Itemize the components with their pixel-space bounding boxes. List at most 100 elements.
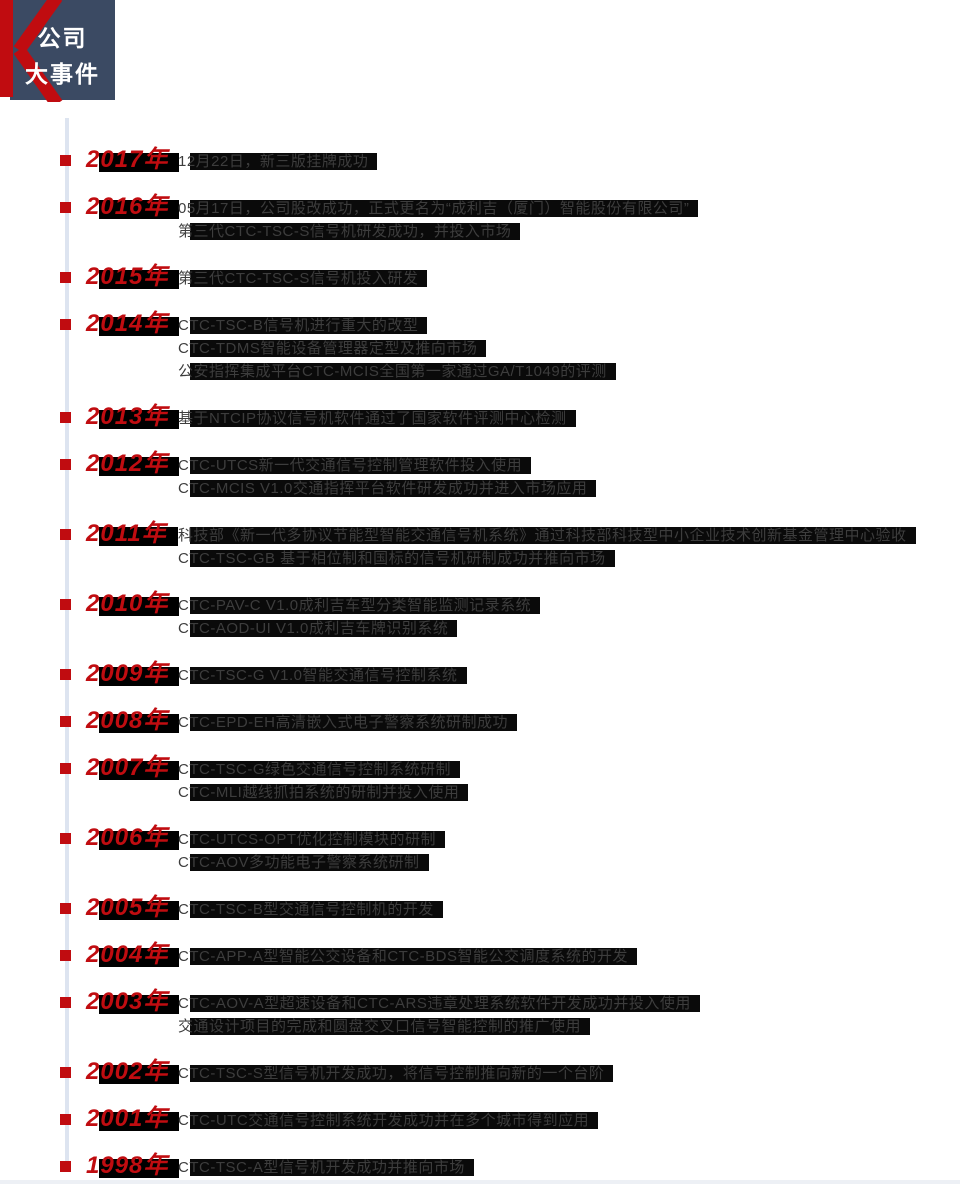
timeline-events: CTC-APP-A型智能公交设备和CTC-BDS智能公交调度系统的开发 (178, 943, 638, 968)
timeline-year-label: 2014年 (86, 310, 180, 337)
timeline-marker-icon (60, 272, 71, 283)
timeline-year: 2012年 (86, 450, 180, 477)
timeline-entry: 2012年 CTC-UTCS新一代交通信号控制管理软件投入使用 CTC-MCIS … (0, 452, 960, 500)
timeline-year: 2017年 (86, 146, 180, 173)
timeline-year: 2011年 (86, 522, 178, 546)
timeline-events: 科技部《新一代多协议节能型智能交通信号机系统》通过科技部科技型中小企业技术创新基… (178, 522, 916, 570)
timeline-entry: 2008年 CTC-EPD-EH高清嵌入式电子警察系统研制成功 (0, 709, 960, 734)
timeline-entry: 2017年 12月22日，新三版挂牌成功 (0, 148, 960, 173)
timeline-events: 第三代CTC-TSC-S信号机投入研发 (178, 265, 428, 290)
logo-background (10, 0, 115, 100)
timeline-events: CTC-TSC-A型信号机开发成功并推向市场 (178, 1154, 474, 1179)
timeline-event-text: 12月22日，新三版挂牌成功 (178, 150, 378, 173)
timeline-entry: 2005年 CTC-TSC-B型交通信号控制机的开发 (0, 896, 960, 921)
timeline-event-text: CTC-EPD-EH高清嵌入式电子警察系统研制成功 (178, 711, 517, 734)
timeline-event-text: CTC-TSC-B信号机进行重大的改型 (178, 314, 428, 337)
timeline-year: 2006年 (86, 824, 180, 851)
timeline-entry: 2009年 CTC-TSC-G V1.0智能交通信号控制系统 (0, 662, 960, 687)
timeline-year: 1998年 (86, 1154, 180, 1178)
timeline-events: CTC-TSC-B型交通信号控制机的开发 (178, 896, 443, 921)
timeline-year: 2015年 (86, 265, 180, 289)
timeline-event-text: CTC-TSC-B型交通信号控制机的开发 (178, 898, 443, 921)
timeline-entry: 1998年 CTC-TSC-A型信号机开发成功并推向市场 (0, 1154, 960, 1179)
timeline-year-label: 2017年 (86, 146, 180, 173)
timeline-year-label: 2016年 (86, 193, 180, 220)
k-shape-icon (0, 0, 63, 102)
timeline-year: 2016年 (86, 193, 180, 220)
timeline-event-text: CTC-AOD-UI V1.0成利吉车牌识别系统 (178, 617, 458, 640)
timeline-marker-icon (60, 599, 71, 610)
timeline-event-text: CTC-TSC-S型信号机开发成功，将信号控制推向新的一个台阶 (178, 1062, 614, 1085)
timeline-year-label: 2001年 (86, 1105, 180, 1132)
timeline-event-text: CTC-AOV-A型超速设备和CTC-ARS违章处理系统软件开发成功并投入使用 (178, 992, 700, 1015)
timeline-year-label: 2006年 (86, 824, 180, 851)
timeline-entry: 2013年 基于NTCIP协议信号机软件通过了国家软件评测中心检测 (0, 405, 960, 430)
timeline-marker-icon (60, 529, 71, 540)
timeline-year: 2004年 (86, 941, 180, 968)
timeline-marker-icon (60, 459, 71, 470)
timeline-event-text: 第三代CTC-TSC-S信号机研发成功，并投入市场 (178, 220, 521, 243)
timeline-year: 2009年 (86, 660, 180, 687)
timeline-entry: 2003年 CTC-AOV-A型超速设备和CTC-ARS违章处理系统软件开发成功… (0, 990, 960, 1038)
timeline-marker-icon (60, 669, 71, 680)
logo-title-line2: 大事件 (25, 61, 100, 87)
timeline-event-text: 第三代CTC-TSC-S信号机投入研发 (178, 267, 428, 290)
timeline-event-text: 科技部《新一代多协议节能型智能交通信号机系统》通过科技部科技型中小企业技术创新基… (178, 524, 916, 547)
timeline-entry: 2006年 CTC-UTCS-OPT优化控制模块的研制 CTC-AOV多功能电子警… (0, 826, 960, 874)
timeline-entry: 2016年 05月17日，公司股改成功，正式更名为“成利吉（厦门）智能股份有限公… (0, 195, 960, 243)
timeline-marker-icon (60, 412, 71, 423)
logo-title: 公司 大事件 (10, 20, 115, 92)
timeline-event-text: CTC-PAV-C V1.0成利吉车型分类智能监测记录系统 (178, 594, 541, 617)
timeline-year: 2005年 (86, 896, 180, 920)
timeline-year: 2003年 (86, 988, 180, 1015)
timeline-event-text: CTC-TSC-GB 基于相位制和国标的信号机研制成功并推向市场 (178, 547, 615, 570)
timeline-entry: 2001年 CTC-UTC交通信号控制系统开发成功并在多个城市得到应用 (0, 1107, 960, 1132)
timeline-marker-icon (60, 1161, 71, 1172)
timeline-events: 12月22日，新三版挂牌成功 (178, 148, 378, 173)
timeline-entry: 2002年 CTC-TSC-S型信号机开发成功，将信号控制推向新的一个台阶 (0, 1060, 960, 1085)
timeline-events: CTC-UTCS-OPT优化控制模块的研制 CTC-AOV多功能电子警察系统研制 (178, 826, 445, 874)
timeline-marker-icon (60, 833, 71, 844)
timeline-marker-icon (60, 716, 71, 727)
timeline: 2017年 12月22日，新三版挂牌成功 2016年 05月17日，公司股改成功… (0, 148, 960, 1201)
timeline-year-label: 2002年 (86, 1058, 180, 1085)
timeline-events: CTC-TSC-G绿色交通信号控制系统研制 CTC-MLI越线抓拍系统的研制并投入… (178, 756, 469, 804)
timeline-entry: 2011年 科技部《新一代多协议节能型智能交通信号机系统》通过科技部科技型中小企… (0, 522, 960, 570)
timeline-event-text: CTC-APP-A型智能公交设备和CTC-BDS智能公交调度系统的开发 (178, 945, 638, 968)
timeline-year-label: 2009年 (86, 660, 180, 687)
timeline-events: CTC-UTC交通信号控制系统开发成功并在多个城市得到应用 (178, 1107, 599, 1132)
logo-title-line1: 公司 (37, 25, 88, 51)
timeline-year: 2010年 (86, 590, 180, 617)
timeline-year: 2007年 (86, 756, 180, 780)
timeline-marker-icon (60, 1067, 71, 1078)
timeline-marker-icon (60, 763, 71, 774)
company-events-logo: 公司 大事件 (0, 0, 118, 102)
timeline-entry: 2010年 CTC-PAV-C V1.0成利吉车型分类智能监测记录系统 CTC-A… (0, 592, 960, 640)
timeline-entry: 2004年 CTC-APP-A型智能公交设备和CTC-BDS智能公交调度系统的开… (0, 943, 960, 968)
timeline-event-text: 基于NTCIP协议信号机软件通过了国家软件评测中心检测 (178, 407, 576, 430)
timeline-year-label: 2008年 (86, 707, 180, 734)
timeline-events: CTC-AOV-A型超速设备和CTC-ARS违章处理系统软件开发成功并投入使用交… (178, 990, 700, 1038)
timeline-year: 2008年 (86, 707, 180, 734)
timeline-event-text: CTC-TSC-G绿色交通信号控制系统研制 (178, 758, 460, 781)
timeline-year-label: 2010年 (86, 590, 180, 617)
timeline-event-text: 交通设计项目的完成和圆盘交叉口信号智能控制的推广使用 (178, 1015, 591, 1038)
timeline-marker-icon (60, 202, 71, 213)
timeline-events: CTC-TSC-S型信号机开发成功，将信号控制推向新的一个台阶 (178, 1060, 614, 1085)
timeline-marker-icon (60, 903, 71, 914)
timeline-event-text: CTC-AOV多功能电子警察系统研制 (178, 851, 429, 874)
timeline-event-text: CTC-TDMS智能设备管理器定型及推向市场 (178, 337, 487, 360)
timeline-event-text: CTC-TSC-A型信号机开发成功并推向市场 (178, 1156, 474, 1179)
timeline-event-text: CTC-UTCS新一代交通信号控制管理软件投入使用 (178, 454, 532, 477)
timeline-year-label: 2012年 (86, 450, 180, 477)
timeline-year: 2002年 (86, 1058, 180, 1085)
timeline-event-text: CTC-UTCS-OPT优化控制模块的研制 (178, 828, 445, 851)
timeline-events: CTC-TSC-G V1.0智能交通信号控制系统 (178, 662, 467, 687)
timeline-events: CTC-EPD-EH高清嵌入式电子警察系统研制成功 (178, 709, 517, 734)
timeline-year-label: 2003年 (86, 988, 180, 1015)
timeline-marker-icon (60, 319, 71, 330)
timeline-events: CTC-TSC-B信号机进行重大的改型 CTC-TDMS智能设备管理器定型及推向市… (178, 312, 616, 383)
timeline-year-label: 2004年 (86, 941, 180, 968)
timeline-events: 05月17日，公司股改成功，正式更名为“成利吉（厦门）智能股份有限公司” 第三代C… (178, 195, 699, 243)
timeline-marker-icon (60, 997, 71, 1008)
